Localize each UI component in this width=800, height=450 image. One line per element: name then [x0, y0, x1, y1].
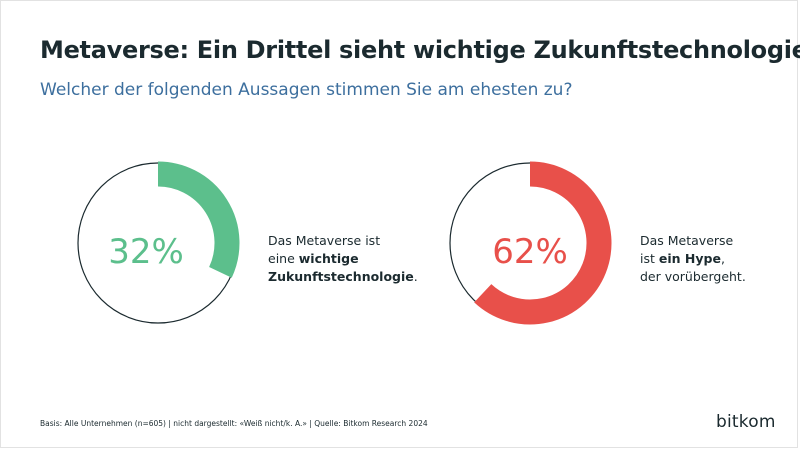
description-line: Zukunftstechnologie.: [268, 268, 418, 286]
donut-value-label-2: 62%: [492, 232, 568, 272]
footnote-source: Basis: Alle Unternehmen (n=605) | nicht …: [40, 419, 428, 428]
description-run: eine: [268, 251, 299, 266]
description-line: eine wichtige: [268, 250, 418, 268]
chart-title: Metaverse: Ein Drittel sieht wichtige Zu…: [40, 36, 800, 64]
bitkom-logo: bitkom: [716, 412, 776, 432]
description-line: der vorübergeht.: [640, 268, 746, 286]
description-run: ,: [720, 251, 725, 266]
description-run: Das Metaverse: [640, 233, 734, 248]
description-line: Das Metaverse ist: [268, 232, 418, 250]
donut-value-label-1: 32%: [108, 232, 184, 272]
description-run: .: [413, 269, 418, 284]
chart-subtitle: Welcher der folgenden Aussagen stimmen S…: [40, 80, 573, 100]
description-bold-run: Zukunftstechnologie: [268, 269, 414, 284]
donut-chart-2: 62%: [449, 161, 612, 325]
donut-arc-1: [157, 161, 240, 278]
description-run: ist: [640, 251, 659, 266]
donut-chart-1: 32%: [77, 161, 240, 324]
description-run: der vorübergeht.: [640, 269, 746, 284]
donut-description-2: Das Metaverse ist ein Hype, der vorübergeh…: [640, 232, 746, 286]
description-run: Das Metaverse ist: [268, 233, 381, 248]
donut-arc-2: [474, 161, 612, 325]
donut-description-1: Das Metaverse ist eine wichtige Zukunftste…: [268, 232, 418, 286]
description-bold-run: ein Hype: [658, 251, 721, 266]
description-line: ist ein Hype,: [640, 250, 746, 268]
description-bold-run: wichtige: [298, 251, 359, 266]
description-line: Das Metaverse: [640, 232, 746, 250]
